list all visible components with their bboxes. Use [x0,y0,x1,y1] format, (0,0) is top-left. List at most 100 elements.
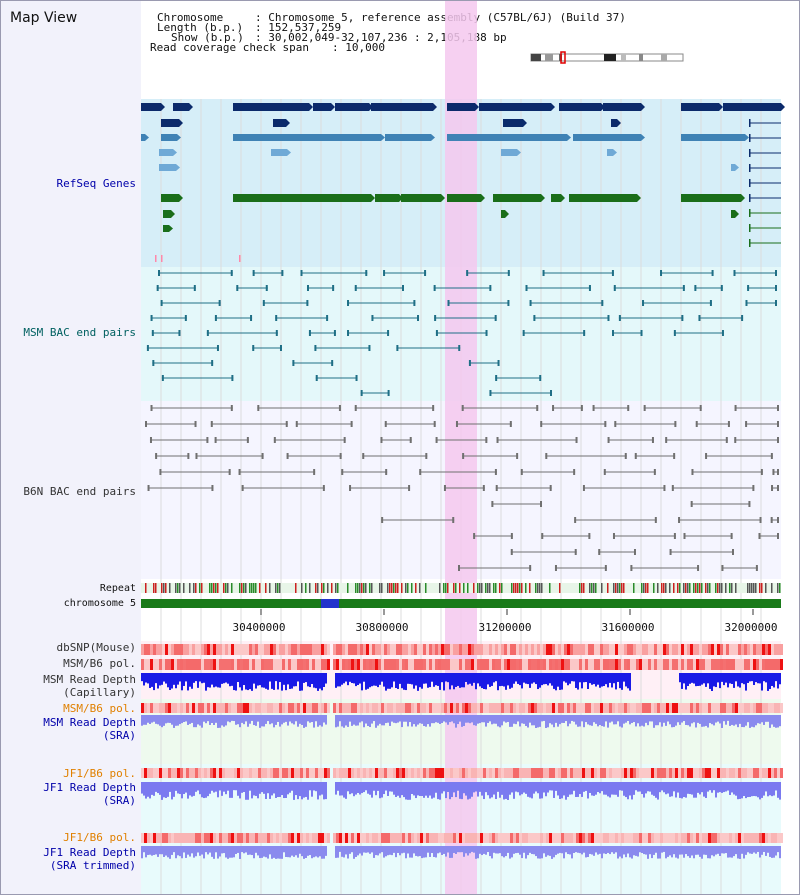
track-label-msm-bac[interactable]: MSM BAC end pairs [23,326,136,339]
dbsnp-heat [162,644,165,655]
msm-depth-capillary-bar [433,673,435,687]
jf1-depth-trimmed-bar [349,846,351,854]
jf1-b6-pol-trimmed-heat [363,833,366,843]
jf1-b6-pol-trimmed-heat [771,833,774,843]
dbsnp-heat [195,644,198,655]
msm-depth-capillary-bar [435,673,437,686]
dbsnp-heat [309,644,312,655]
jf1-depth-sra-bar [147,782,149,797]
jf1-depth-sra-bar [399,782,401,798]
msm-b6-pol-heat [717,659,720,670]
track-label-msm-depth-capillary[interactable]: MSM Read Depth [43,673,136,686]
jf1-depth-trimmed-bar [411,846,413,858]
dbsnp-heat [552,644,555,655]
repeat-element [453,583,455,593]
msm-depth-capillary-bar [731,673,733,684]
dbsnp-heat [660,644,663,655]
track-label-dbsnp[interactable]: dbSNP(Mouse) [56,641,136,654]
jf1-depth-trimmed-bar [413,846,415,854]
jf1-b6-pol-trimmed-heat [267,833,270,843]
jf1-depth-sra-bar [301,782,303,800]
track-label-jf1-depth-trimmed[interactable]: JF1 Read Depth [43,846,136,859]
msm-depth-capillary-bar [707,673,709,684]
genome-browser-plot[interactable]: 30400000 30800000 31200000 31600000 32000000 [141,1,785,894]
track-label-msm-b6-pol-1[interactable]: MSM/B6 pol. [63,657,136,670]
jf1-b6-pol-heat [177,768,180,778]
msm-depth-sra-bar [467,715,469,723]
dbsnp-heat [714,644,717,655]
dbsnp-heat [213,644,216,655]
dbsnp-heat [291,644,294,655]
jf1-b6-pol-heat [576,768,579,778]
jf1-depth-trimmed-bar [775,846,777,856]
msm-depth-sra-bar [301,715,303,725]
jf1-b6-pol-trimmed-heat [276,833,279,843]
track-label-jf1-b6-pol-1[interactable]: JF1/B6 pol. [63,767,136,780]
jf1-depth-sra-bar [347,782,349,792]
repeat-element [515,583,517,593]
track-label-b6n-bac[interactable]: B6N BAC end pairs [23,485,136,498]
jf1-depth-sra-bar [553,782,555,798]
msm-depth-capillary-bar [515,673,517,682]
msm-depth-capillary-bar [621,673,623,690]
repeat-track [141,583,781,593]
track-label-jf1-depth-sra[interactable]: JF1 Read Depth [43,781,136,794]
jf1-depth-sra-bar [497,782,499,792]
msm-depth-sra-bar [255,715,257,726]
msm-depth-sra-bar [663,715,665,723]
jf1-depth-trimmed-bar [457,846,459,853]
track-canvas[interactable]: 30400000 30800000 31200000 31600000 32000000 [141,1,800,894]
msm-depth-sra-bar [675,715,677,726]
msm-bac-pair-end [306,300,309,306]
msm-bac-pair-end [507,300,510,306]
transcript-start [749,224,751,232]
repeat-element [405,583,407,593]
jf1-depth-trimmed-bar [287,846,289,858]
msm-depth-sra-bar [183,715,185,722]
msm-depth-capillary-bar [739,673,741,688]
track-label-repeat[interactable]: Repeat [99,583,136,594]
jf1-b6-pol-trimmed-heat [231,833,234,843]
repeat-element [371,583,373,593]
jf1-b6-pol-heat [141,768,144,778]
msm-depth-sra-bar [325,715,327,725]
jf1-b6-pol-heat [444,768,447,778]
jf1-b6-pol-trimmed-heat [324,833,327,843]
track-label-msm-b6-pol-2[interactable]: MSM/B6 pol. [63,702,136,715]
jf1-b6-pol-trimmed-heat [510,833,513,843]
track-label-refseq[interactable]: RefSeq Genes [56,177,136,190]
msm-b6-pol-sra-heat [603,703,606,713]
dbsnp-heat [495,644,498,655]
jf1-depth-trimmed-bar [495,846,497,854]
track-label-jf1-b6-pol-2[interactable]: JF1/B6 pol. [63,831,136,844]
msm-bac-pair-end [184,315,187,321]
repeat-element [595,583,597,593]
msm-b6-pol-heat [348,659,351,670]
msm-depth-sra-bar [571,715,573,721]
jf1-depth-trimmed-bar [735,846,737,855]
jf1-depth-sra-bar [755,782,757,797]
msm-depth-sra-bar [227,715,229,722]
jf1-depth-sra-bar [313,782,315,791]
msm-depth-sra-bar [211,715,213,723]
msm-b6-pol-sra-heat [717,703,720,713]
msm-depth-capillary-bar [505,673,507,690]
jf1-depth-sra-bar [529,782,531,798]
msm-depth-sra-bar [439,715,441,725]
jf1-depth-trimmed-bar [561,846,563,854]
msm-b6-pol-heat [570,659,573,670]
track-label-chromosome[interactable]: chromosome 5 [63,598,136,609]
jf1-depth-trimmed-bar [725,846,727,854]
msm-depth-sra-bar [465,715,467,723]
repeat-element [559,583,561,593]
repeat-element [621,583,623,593]
jf1-depth-trimmed-bar [611,846,613,853]
b6n-bac-pair-end [603,469,606,475]
msm-bac-pair-end [252,345,255,351]
jf1-b6-pol-trimmed-heat [648,833,651,843]
jf1-depth-sra-bar [547,782,549,793]
jf1-depth-sra-bar [645,782,647,794]
jf1-depth-trimmed-bar [377,846,379,856]
track-label-msm-depth-sra[interactable]: MSM Read Depth [43,716,136,729]
msm-depth-capillary-bar [239,673,241,688]
